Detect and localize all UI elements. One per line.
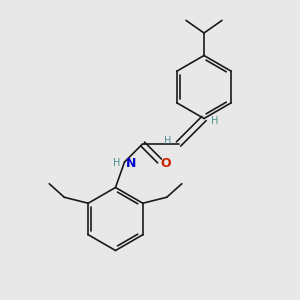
Text: H: H [164,136,172,146]
Text: N: N [126,157,136,170]
Text: H: H [112,158,120,169]
Text: H: H [211,116,218,127]
Text: O: O [160,158,171,170]
